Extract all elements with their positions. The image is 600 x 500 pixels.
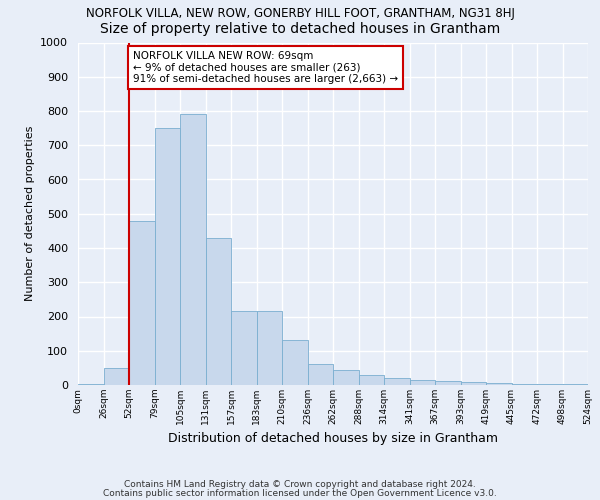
Bar [537, 384, 563, 385]
Bar [384, 378, 409, 385]
Bar [78, 384, 104, 385]
Text: Contains HM Land Registry data © Crown copyright and database right 2024.: Contains HM Land Registry data © Crown c… [124, 480, 476, 489]
Bar [563, 384, 588, 385]
Bar [104, 368, 129, 385]
Bar [155, 128, 180, 385]
Bar [129, 220, 155, 385]
Bar [461, 382, 486, 385]
Bar [435, 381, 461, 385]
Text: NORFOLK VILLA, NEW ROW, GONERBY HILL FOOT, GRANTHAM, NG31 8HJ: NORFOLK VILLA, NEW ROW, GONERBY HILL FOO… [86, 8, 514, 20]
Bar [511, 384, 537, 385]
Bar [333, 370, 359, 385]
X-axis label: Distribution of detached houses by size in Grantham: Distribution of detached houses by size … [168, 432, 498, 446]
Text: Size of property relative to detached houses in Grantham: Size of property relative to detached ho… [100, 22, 500, 36]
Bar [486, 384, 511, 385]
Y-axis label: Number of detached properties: Number of detached properties [25, 126, 35, 302]
Bar [409, 380, 435, 385]
Bar [308, 364, 333, 385]
Bar [282, 340, 308, 385]
Bar [231, 312, 257, 385]
Bar [359, 374, 384, 385]
Text: NORFOLK VILLA NEW ROW: 69sqm
← 9% of detached houses are smaller (263)
91% of se: NORFOLK VILLA NEW ROW: 69sqm ← 9% of det… [133, 51, 398, 84]
Bar [180, 114, 205, 385]
Bar [205, 238, 231, 385]
Bar [257, 312, 282, 385]
Text: Contains public sector information licensed under the Open Government Licence v3: Contains public sector information licen… [103, 488, 497, 498]
